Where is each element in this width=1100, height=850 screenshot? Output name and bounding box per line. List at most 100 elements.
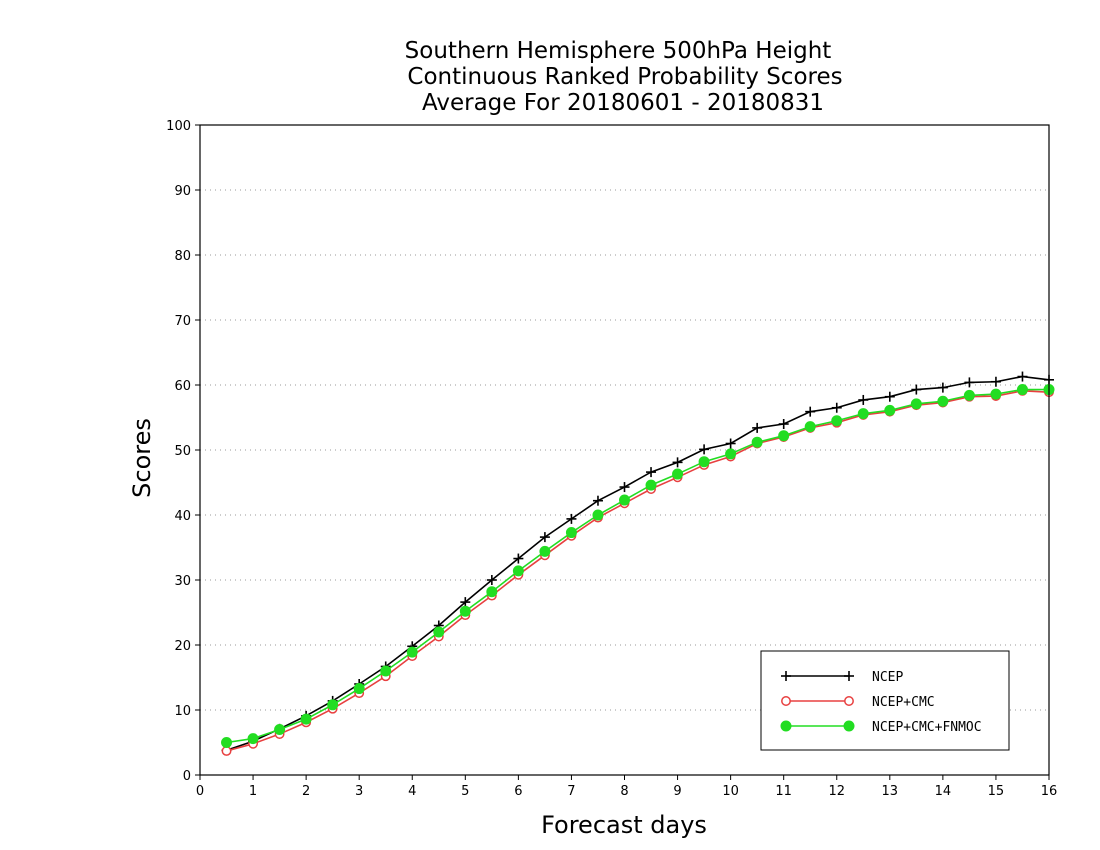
data-point (699, 444, 710, 455)
x-tick-label: 8 (620, 784, 628, 799)
data-point (512, 565, 524, 577)
data-point (433, 626, 445, 638)
y-tick-label: 80 (174, 249, 191, 264)
data-point (858, 394, 869, 405)
data-point (937, 382, 948, 393)
y-tick-label: 60 (174, 379, 191, 394)
data-point (698, 456, 710, 468)
data-point (406, 646, 418, 658)
data-point (247, 733, 259, 745)
gridlines (200, 189, 1049, 711)
data-point (831, 415, 843, 427)
data-point (539, 532, 550, 543)
x-tick-label: 12 (828, 784, 845, 799)
data-point (380, 665, 392, 677)
chart-title: Southern Hemisphere 500hPa Height Contin… (405, 38, 843, 116)
data-point (937, 395, 949, 407)
x-tick-label: 3 (355, 784, 363, 799)
data-series (221, 371, 1055, 756)
data-point (752, 422, 763, 433)
data-point (778, 430, 790, 442)
x-tick-label: 10 (722, 784, 739, 799)
data-point (884, 404, 896, 416)
data-point (645, 479, 657, 491)
data-point (592, 495, 603, 506)
y-tick-label: 40 (174, 509, 191, 524)
data-point (910, 398, 922, 410)
data-point (619, 494, 630, 506)
data-point (831, 402, 842, 413)
data-point (725, 448, 737, 460)
data-point (778, 419, 789, 429)
data-point (1017, 371, 1028, 382)
data-point (619, 482, 630, 493)
data-point (513, 553, 524, 564)
y-tick-label: 20 (174, 639, 191, 654)
y-axis-label: Scores (128, 418, 156, 498)
data-point (459, 605, 471, 617)
y-axis-ticks: 0 10 20 30 40 50 60 70 80 90 100 (166, 119, 200, 784)
data-point (963, 389, 975, 401)
x-tick-label: 2 (302, 784, 310, 799)
data-point (844, 671, 854, 681)
x-tick-label: 14 (935, 784, 952, 799)
data-point (221, 737, 233, 748)
chart-title-line-1: Southern Hemisphere 500hPa Height (405, 38, 832, 64)
data-point (805, 406, 816, 417)
y-tick-label: 100 (166, 119, 191, 134)
data-point (327, 699, 339, 711)
y-tick-label: 70 (174, 314, 191, 329)
data-point (646, 467, 657, 478)
legend-label: NCEP+CMC+FNMOC (872, 720, 982, 735)
x-tick-label: 0 (196, 784, 204, 799)
y-tick-label: 90 (174, 184, 191, 199)
data-point (964, 377, 975, 388)
data-point (804, 421, 816, 433)
data-point (672, 457, 683, 468)
data-point (539, 545, 551, 557)
data-point (1016, 384, 1028, 396)
data-point (566, 513, 577, 524)
data-point (353, 683, 365, 695)
data-point (592, 509, 604, 521)
y-tick-label: 10 (174, 704, 191, 719)
legend-label: NCEP (872, 670, 903, 685)
data-point (751, 436, 763, 448)
data-point (781, 696, 791, 706)
data-point (221, 746, 232, 756)
data-point (486, 575, 497, 585)
y-tick-label: 50 (174, 444, 191, 459)
x-tick-label: 6 (514, 784, 522, 799)
data-point (300, 713, 312, 725)
x-tick-label: 4 (408, 784, 416, 799)
data-point (780, 720, 792, 732)
x-tick-label: 7 (567, 784, 575, 799)
y-tick-label: 0 (183, 769, 191, 784)
x-axis-label: Forecast days (541, 811, 707, 839)
data-point (990, 376, 1001, 387)
data-point (990, 388, 1002, 400)
data-point (843, 720, 855, 732)
data-point (857, 408, 869, 420)
x-axis-ticks: 0 1 2 3 4 5 6 7 8 9 10 11 12 13 14 15 16 (196, 775, 1057, 799)
series-line (226, 375, 1050, 752)
chart-title-line-3: Average For 20180601 - 20180831 (422, 90, 824, 116)
data-point (486, 586, 498, 598)
data-point (460, 597, 471, 608)
legend-entry: NCEP (781, 670, 903, 685)
x-tick-label: 1 (249, 784, 257, 799)
x-tick-label: 15 (988, 784, 1005, 799)
data-point (911, 384, 922, 395)
x-tick-label: 5 (461, 784, 469, 799)
data-point (274, 724, 286, 735)
series-ncep-cmc-fnmoc (221, 384, 1055, 748)
chart-title-line-2: Continuous Ranked Probability Scores (407, 64, 842, 90)
data-point (884, 391, 895, 402)
data-point (844, 696, 854, 706)
data-point (781, 671, 791, 681)
legend-entry: NCEP+CMC+FNMOC (780, 720, 982, 735)
data-point (672, 468, 684, 480)
x-tick-label: 16 (1041, 784, 1058, 799)
data-point (725, 438, 736, 449)
